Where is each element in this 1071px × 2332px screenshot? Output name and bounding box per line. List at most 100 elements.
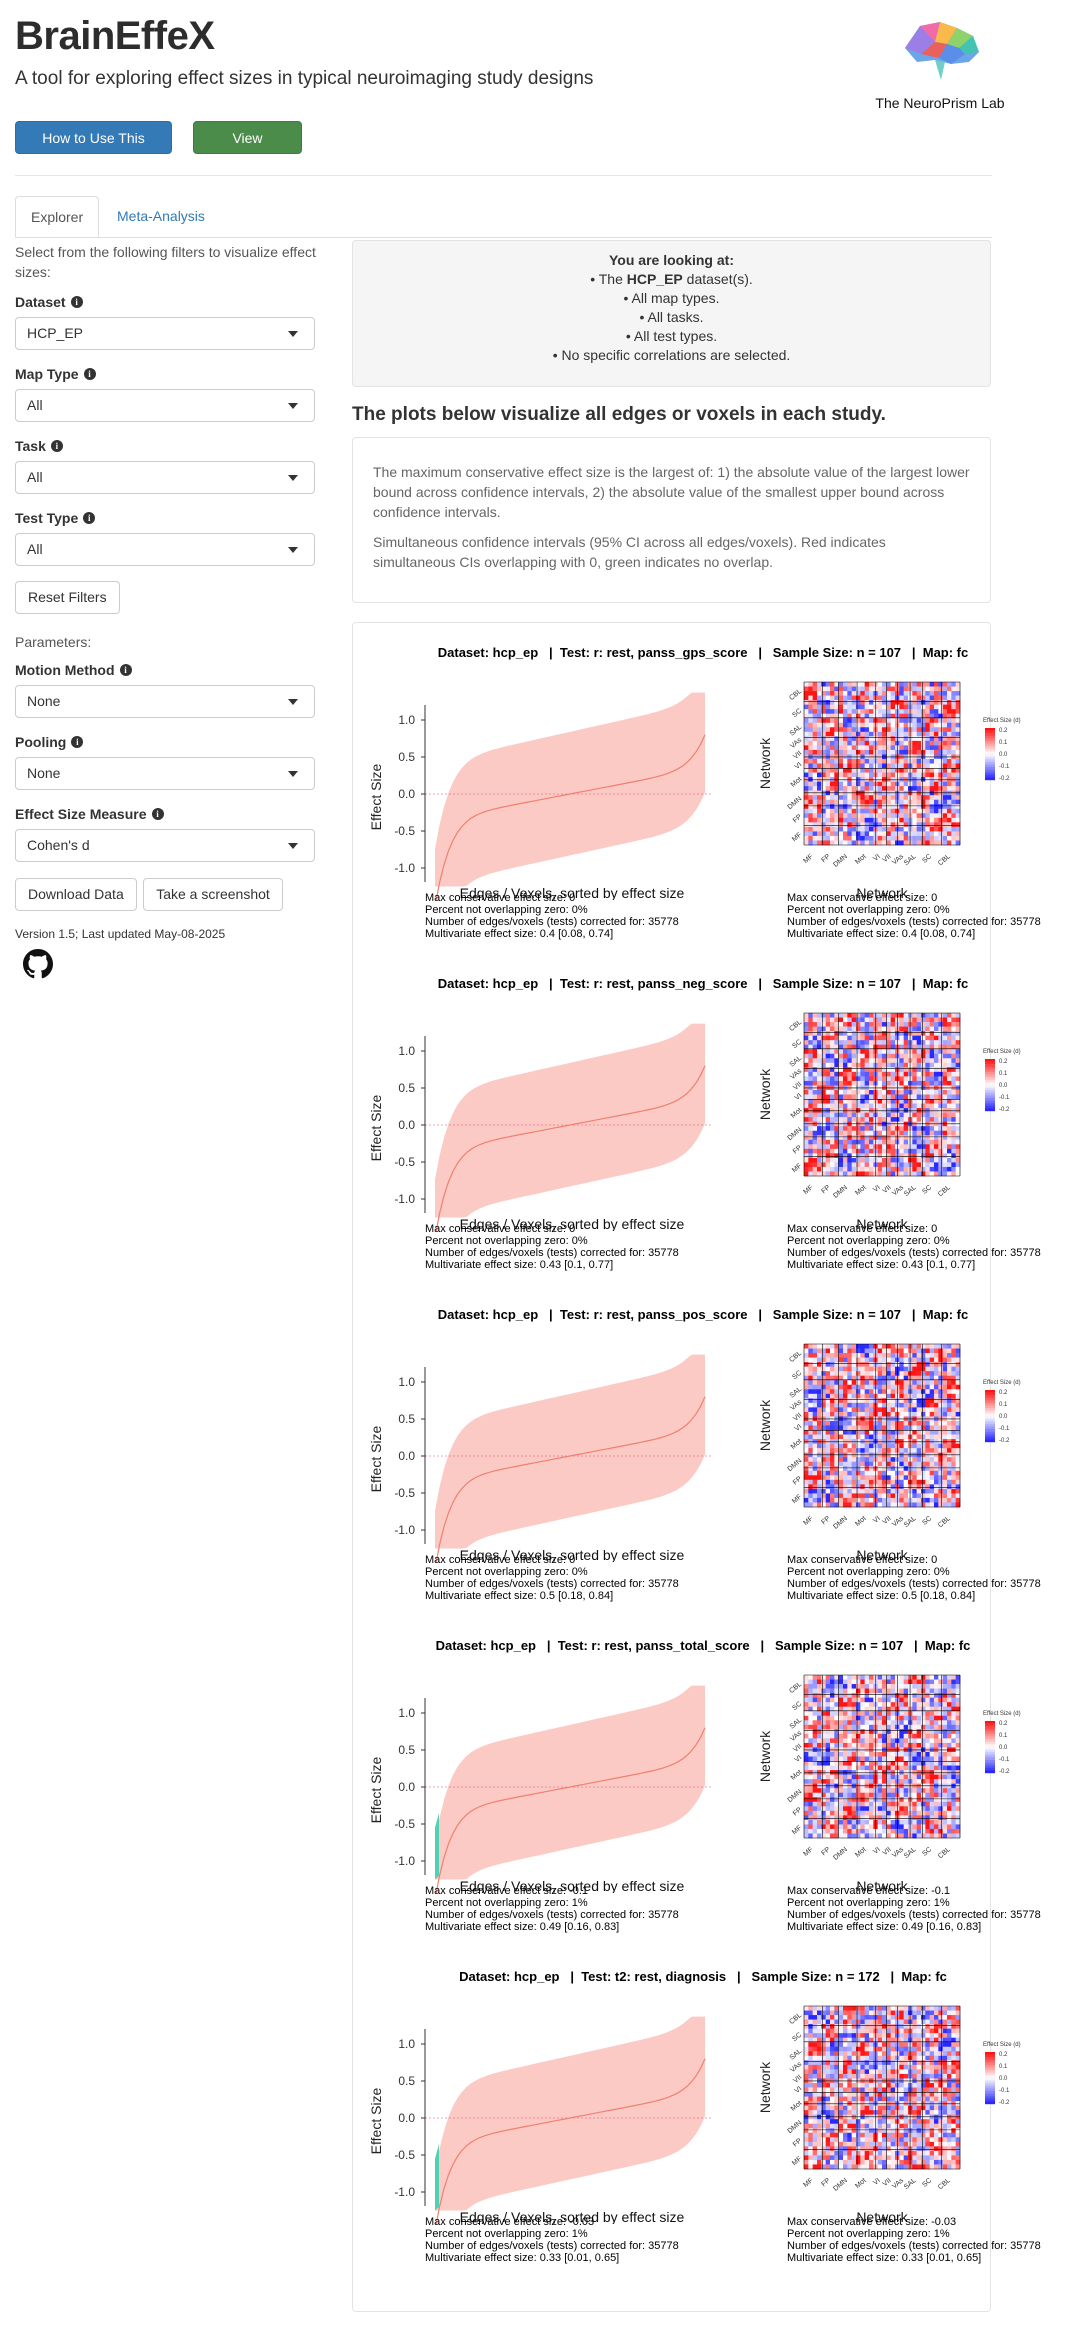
measure-select[interactable]: Cohen's d [15,829,315,862]
y-tick-label: 0.0 [398,1118,415,1132]
stat-line: Multivariate effect size: 0.5 [0.18, 0.8… [787,1590,976,1602]
github-icon[interactable] [23,949,53,979]
network-y-tick: DMN [787,796,804,812]
y-tick-label: 0.5 [398,1412,415,1426]
legend-swatch [985,1100,995,1104]
legend-tick: 0.1 [999,1071,1008,1077]
legend-swatch [985,1429,995,1432]
effect-size-curve [435,2058,706,2224]
map-type-select[interactable]: All [15,389,315,422]
info-icon[interactable]: i [71,736,84,748]
y-axis-label: Effect Size [368,763,384,830]
legend-swatch [985,2096,995,2099]
measure-label-text: Effect Size Measure [15,806,147,822]
x-axis-label: Edges / Voxels, sorted by effect size [460,1216,685,1231]
screenshot-button[interactable]: Take a screenshot [143,878,283,911]
stat-line: Max conservative effect size: -0.03 [787,2216,957,2228]
legend-swatch [985,2080,995,2084]
tab-explorer[interactable]: Explorer [15,196,99,237]
legend-tick: 0.2 [999,728,1008,734]
effect-size-curve [435,1065,706,1231]
legend-swatch [985,1069,995,1073]
study-title: Dataset: hcp_ep | Test: r: rest, panss_p… [437,1307,969,1322]
network-x-tick: DMN [832,1846,849,1862]
study-row: Dataset: hcp_ep | Test: r: rest, panss_g… [352,625,1071,956]
legend-tick: 0.1 [999,1733,1008,1739]
chevron-down-icon [288,331,298,337]
study-stats-matrix: Max conservative effect size: -0.1 Percen… [787,1885,1041,1933]
view-preprint-button[interactable]: View Preprint [193,121,302,179]
network-y-tick: VAs [789,737,803,751]
summary-text: dataset(s). [682,271,753,287]
legend-swatch [985,2085,995,2089]
download-data-button[interactable]: Download Data [15,878,137,911]
network-x-tick: Mot [854,1515,867,1528]
network-y-tick: SC [791,2032,803,2044]
effect-size-plot: Effect Size 1.0 0.5 0.0 -0.5 -1.0 Edges / Voxe… [368,1685,712,1893]
x-axis-label: Edges / Voxels, sorted by effect size [460,1878,685,1893]
study-stats: Max conservative effect size: 0 Percent n… [425,1223,679,1271]
reset-filters-button[interactable]: Reset Filters [15,581,120,614]
legend-swatch [985,759,995,762]
network-x-tick: Mot [854,853,867,866]
legend-tick: 0.0 [999,1414,1008,1420]
study-stats: Max conservative effect size: 0 Percent n… [425,1554,679,1602]
legend-swatch [985,1392,995,1396]
study-stats-matrix: Max conservative effect size: 0 Percent n… [787,1223,1041,1271]
legend-swatch [985,1770,995,1774]
info-icon[interactable]: i [83,368,96,380]
info-icon[interactable]: i [151,808,164,820]
tab-meta-analysis[interactable]: Meta-Analysis [117,208,205,224]
study-stats-matrix: Max conservative effect size: -0.03 Perce… [787,2216,1041,2264]
stat-line: Max conservative effect size: -0.03 [425,2216,595,2228]
legend-tick: 0.1 [999,740,1008,746]
network-x-tick: Mot [854,1846,867,1859]
legend-swatch [985,2101,995,2105]
legend-swatch [985,2078,995,2081]
network-y-tick: DMN [787,1458,804,1474]
matrix-y-label: Network [757,2061,773,2113]
info-icon[interactable]: i [70,296,83,308]
legend-swatch [985,728,995,731]
info-icon[interactable]: i [119,664,132,676]
matrix-x-label: Network [856,2209,908,2224]
network-y-tick: SAL [789,2048,804,2062]
network-x-tick: SAL [903,1515,918,1529]
tabs-baseline [15,237,992,238]
network-x-tick: CBL [937,1515,952,1529]
stat-line: Percent not overlapping zero: 0% [425,1566,588,1578]
y-tick-label: 1.0 [398,1044,415,1058]
stat-line: Max conservative effect size: 0 [425,892,576,904]
legend-swatch [985,1395,995,1398]
network-y-tick: VI [794,1423,804,1433]
info-icon[interactable]: i [50,440,63,452]
network-y-tick: VAs [789,2061,803,2075]
legend-swatch [985,2098,995,2102]
legend-swatch [985,1108,995,1112]
legend-swatch [985,1760,995,1763]
stat-line: Percent not overlapping zero: 1% [425,2228,588,2240]
pooling-select[interactable]: None [15,757,315,790]
confidence-band [435,1685,705,1880]
legend-swatch [985,1061,995,1065]
network-y-tick: MF [791,1162,803,1174]
y-axis-label: Effect Size [368,1756,384,1823]
legend-swatch [985,2059,995,2063]
legend-swatch [985,1403,995,1406]
stat-line: Multivariate effect size: 0.49 [0.16, 0.… [787,1921,982,1933]
y-tick-label: 1.0 [398,1375,415,1389]
info-icon[interactable]: i [83,512,96,524]
legend-swatch [985,1077,995,1080]
study-row: Dataset: hcp_ep | Test: r: rest, panss_p… [352,1287,1071,1618]
legend-swatch [985,735,995,739]
network-x-tick: FP [820,1184,832,1195]
dataset-select[interactable]: HCP_EP [15,317,315,350]
legend-swatch [985,1085,995,1088]
test-type-select[interactable]: All [15,533,315,566]
network-x-tick: SC [921,1184,933,1196]
legend-swatch [985,767,995,770]
motion-select[interactable]: None [15,685,315,718]
how-to-use-button[interactable]: How to Use This App [15,121,172,179]
task-select[interactable]: All [15,461,315,494]
matrix-y-label: Network [757,737,773,789]
